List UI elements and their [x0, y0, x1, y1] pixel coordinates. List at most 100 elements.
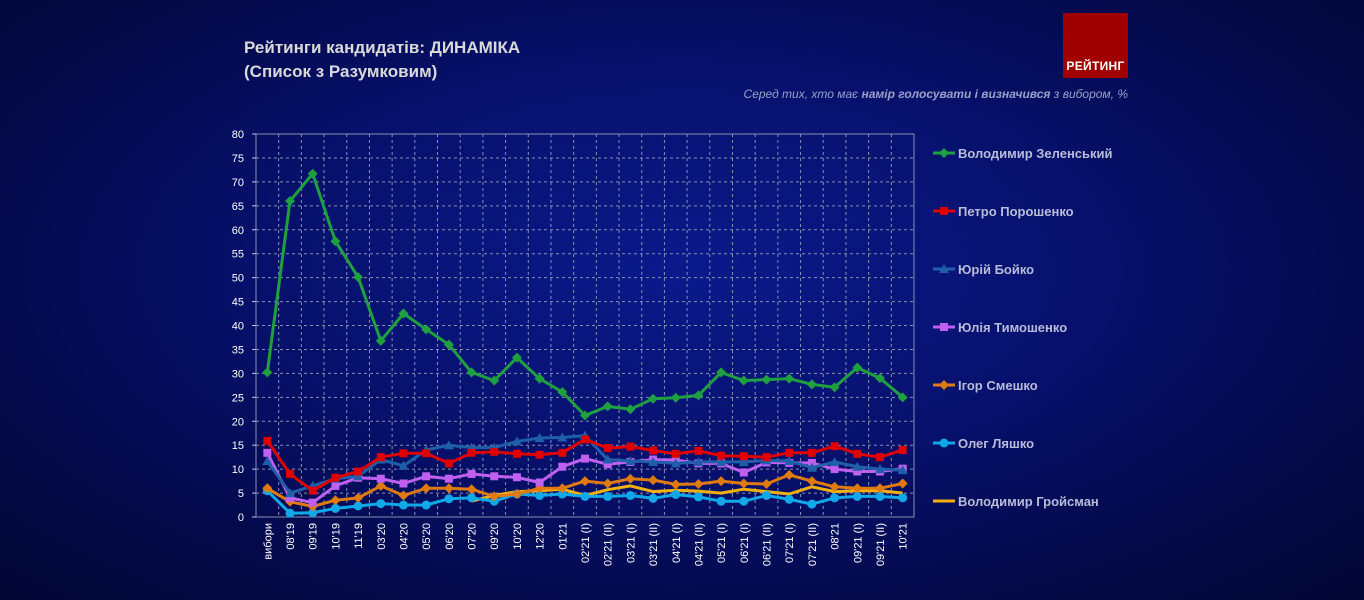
x-tick-label: 03'21 (I) — [625, 523, 637, 563]
y-tick-label: 10 — [232, 464, 244, 476]
legend-label-4: Ігор Смешко — [958, 378, 1038, 393]
series-1-point — [558, 448, 567, 457]
series-2-point — [557, 432, 568, 442]
y-tick-label: 65 — [232, 201, 244, 213]
series-5-point — [444, 494, 454, 504]
series-2-point — [829, 456, 840, 466]
series-1-point — [694, 446, 703, 455]
series-0-point — [784, 373, 795, 384]
series-0-point — [262, 367, 273, 378]
series-1-point — [308, 486, 317, 495]
y-tick-label: 80 — [232, 129, 244, 141]
series-5-point — [807, 499, 817, 509]
series-4-point — [443, 483, 454, 494]
series-5-point — [421, 500, 431, 510]
x-tick-label: 08'21 — [830, 523, 842, 550]
series-2-point — [353, 471, 364, 481]
series-2-point — [398, 460, 409, 470]
x-tick-label: 04'21 (II) — [693, 523, 705, 566]
series-2-point — [285, 488, 296, 498]
series-0-point — [353, 272, 364, 283]
series-1-point — [286, 469, 295, 478]
series-1-point — [671, 449, 680, 458]
series-line-0 — [265, 172, 904, 417]
series-1-point — [535, 450, 544, 459]
series-4-point — [353, 492, 364, 503]
series-1-point — [649, 446, 658, 455]
x-tick-label: 11'19 — [353, 523, 365, 549]
series-2-point — [784, 455, 795, 465]
y-tick-label: 30 — [232, 368, 244, 380]
title-line-2: (Список з Разумковим) — [244, 62, 438, 81]
series-5-point — [285, 508, 295, 518]
series-3-point — [376, 474, 385, 483]
series-5-point — [398, 500, 408, 510]
series-4-point — [557, 483, 568, 494]
y-tick-label: 20 — [232, 416, 244, 428]
series-3-point — [739, 468, 748, 477]
x-tick-label: 07'20 — [467, 523, 479, 550]
series-0-point — [307, 168, 318, 179]
x-tick-label: 04'20 — [398, 523, 410, 550]
series-4-point — [602, 478, 613, 489]
series-0-point — [648, 393, 659, 404]
series-4-point — [716, 476, 727, 487]
series-3-point — [603, 460, 612, 469]
title-line-1: Рейтинги кандидатів: ДИНАМІКА — [244, 38, 521, 57]
rating-logo: РЕЙТИНГ — [1063, 13, 1128, 78]
series-5-point — [898, 493, 908, 503]
series-0-point — [625, 404, 636, 415]
y-tick-label: 35 — [232, 344, 244, 356]
series-3-point — [830, 465, 839, 474]
x-tick-label: 10'21 — [898, 523, 910, 550]
series-0-point — [534, 373, 545, 384]
series-3-point — [331, 481, 340, 490]
series-3-point — [467, 469, 476, 478]
legend-label-5: Олег Ляшко — [958, 436, 1034, 451]
series-1-point — [785, 448, 794, 457]
series-1-point — [376, 453, 385, 462]
legend-marker-2 — [939, 264, 949, 273]
series-2-point — [897, 465, 908, 475]
series-3-point — [422, 472, 431, 481]
x-tick-label: 09'21 (II) — [875, 523, 887, 566]
series-1-point — [830, 442, 839, 451]
legend-marker-4 — [939, 380, 949, 390]
series-2-point — [625, 455, 636, 465]
y-tick-label: 25 — [232, 392, 244, 404]
x-tick-label: 02'21 (II) — [603, 523, 615, 566]
series-0-point — [285, 196, 296, 207]
series-0-point — [330, 236, 341, 247]
series-2-point — [602, 454, 613, 464]
series-0-point — [489, 375, 500, 386]
series-5-point — [671, 489, 681, 499]
series-1-point — [331, 473, 340, 482]
series-2-point — [262, 455, 273, 465]
series-5-point — [693, 492, 703, 502]
note-bold: намір голосувати і визначився — [861, 87, 1051, 101]
series-4-point — [761, 478, 772, 489]
y-tick-label: 40 — [232, 321, 244, 333]
x-tick-label: 07'21 (II) — [807, 523, 819, 566]
legend-label-2: Юрій Бойко — [958, 262, 1034, 277]
series-5-point — [648, 493, 658, 503]
series-4-point — [648, 475, 659, 486]
series-4-point — [625, 473, 636, 484]
series-4-point — [466, 484, 477, 495]
series-3-point — [263, 448, 272, 457]
x-tick-label: 06'21 (I) — [739, 523, 751, 563]
x-tick-label: вибори — [262, 523, 274, 560]
series-4-point — [806, 476, 817, 487]
series-4-point — [511, 489, 522, 500]
y-tick-label: 70 — [232, 177, 244, 189]
y-tick-label: 55 — [232, 249, 244, 261]
x-tick-label: 03'21 (II) — [648, 523, 660, 566]
series-0-point — [716, 367, 727, 378]
series-4-point — [398, 490, 409, 501]
series-5-point — [603, 491, 613, 501]
series-1-point — [807, 448, 816, 457]
series-3-point — [581, 454, 589, 463]
series-5-point — [852, 491, 862, 501]
series-2-point — [874, 464, 885, 474]
